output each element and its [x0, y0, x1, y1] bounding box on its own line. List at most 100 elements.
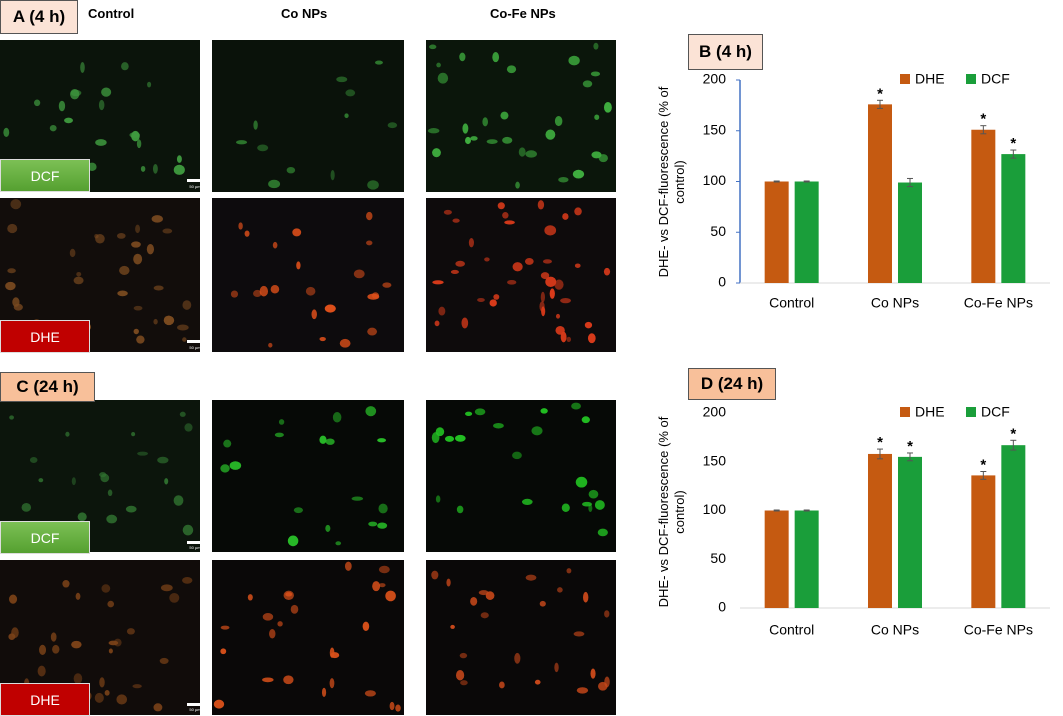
- cell: [574, 207, 582, 216]
- cell: [136, 139, 142, 149]
- cell: [366, 211, 373, 221]
- cell: [76, 271, 82, 277]
- cell: [515, 181, 520, 189]
- cell: [244, 230, 250, 237]
- cell: [372, 581, 381, 592]
- error-bar: [773, 509, 780, 512]
- cell: [290, 604, 299, 614]
- cell: [489, 299, 497, 307]
- cell: [230, 290, 239, 298]
- cell: [339, 338, 351, 348]
- cell: [268, 342, 273, 348]
- cell: [587, 333, 596, 344]
- cell: [351, 496, 364, 501]
- cell: [353, 269, 365, 279]
- cell: [11, 627, 19, 639]
- cell: [446, 578, 451, 587]
- scale-bar-label: 50 µm: [189, 545, 201, 550]
- cell: [131, 241, 141, 248]
- cell: [305, 286, 316, 296]
- cell: [461, 317, 469, 329]
- cell: [378, 583, 386, 588]
- cell: [540, 272, 550, 280]
- cell: [293, 507, 304, 514]
- cell: [571, 402, 581, 410]
- cell: [558, 177, 569, 183]
- y-tick-label: 200: [703, 71, 727, 87]
- bar: [794, 510, 819, 608]
- cell: [133, 253, 143, 265]
- x-tick-label: Co NPs: [871, 295, 919, 311]
- cell: [182, 524, 194, 536]
- cell: [71, 640, 82, 649]
- cell: [377, 438, 387, 443]
- bar: [868, 453, 892, 608]
- cell: [594, 114, 600, 120]
- cell: [49, 125, 57, 132]
- cell: [70, 88, 80, 100]
- cell: [378, 565, 390, 574]
- legend-swatch: [900, 407, 910, 417]
- cell: [131, 431, 136, 437]
- cell: [99, 677, 105, 688]
- bar: [971, 129, 996, 283]
- cell: [182, 577, 193, 584]
- legend-label: DHE: [915, 71, 945, 87]
- cell: [554, 279, 564, 290]
- scale-bar-label: 50 µm: [189, 707, 201, 712]
- cell: [169, 592, 180, 603]
- cell: [132, 684, 142, 689]
- cell: [507, 279, 517, 285]
- cell: [493, 294, 500, 300]
- cell: [436, 62, 441, 68]
- cell: [153, 318, 158, 325]
- cell: [575, 476, 588, 488]
- significance-marker: *: [1010, 425, 1016, 442]
- cell: [545, 129, 556, 140]
- cell: [9, 594, 18, 604]
- cell: [94, 692, 104, 703]
- cell: [366, 240, 373, 246]
- cell: [95, 234, 105, 244]
- cell: [136, 335, 145, 344]
- cell: [21, 503, 32, 512]
- cell: [71, 477, 76, 486]
- cell: [50, 632, 57, 642]
- significance-marker: *: [877, 85, 883, 102]
- cell: [104, 690, 110, 696]
- stain-label: DCF: [0, 521, 90, 554]
- cell: [153, 703, 163, 712]
- cell: [572, 169, 585, 179]
- cell: [590, 71, 601, 77]
- cell: [367, 327, 378, 336]
- cell: [459, 52, 466, 62]
- cell: [367, 293, 380, 300]
- cell: [364, 690, 376, 697]
- cell: [247, 594, 253, 601]
- cell: [502, 136, 513, 144]
- cell: [443, 209, 452, 215]
- panel-label: A (4 h): [0, 0, 78, 34]
- cell: [568, 55, 580, 66]
- cell: [438, 306, 446, 316]
- cell: [576, 687, 589, 694]
- cell: [277, 621, 283, 627]
- x-tick-label: Control: [769, 295, 814, 311]
- cell: [480, 612, 489, 619]
- cell: [521, 498, 533, 506]
- cell: [319, 435, 327, 444]
- cell: [274, 432, 284, 438]
- cell: [470, 596, 478, 606]
- chart-title: D (24 h): [688, 368, 776, 400]
- cell: [319, 336, 326, 342]
- cell: [292, 228, 302, 237]
- cell: [69, 248, 76, 258]
- cell: [432, 148, 441, 158]
- cell: [37, 665, 46, 677]
- cell: [325, 438, 335, 445]
- cell: [133, 305, 143, 311]
- cell: [344, 113, 349, 119]
- cell: [283, 590, 294, 601]
- error-bar: [1010, 149, 1017, 159]
- cell: [434, 320, 440, 327]
